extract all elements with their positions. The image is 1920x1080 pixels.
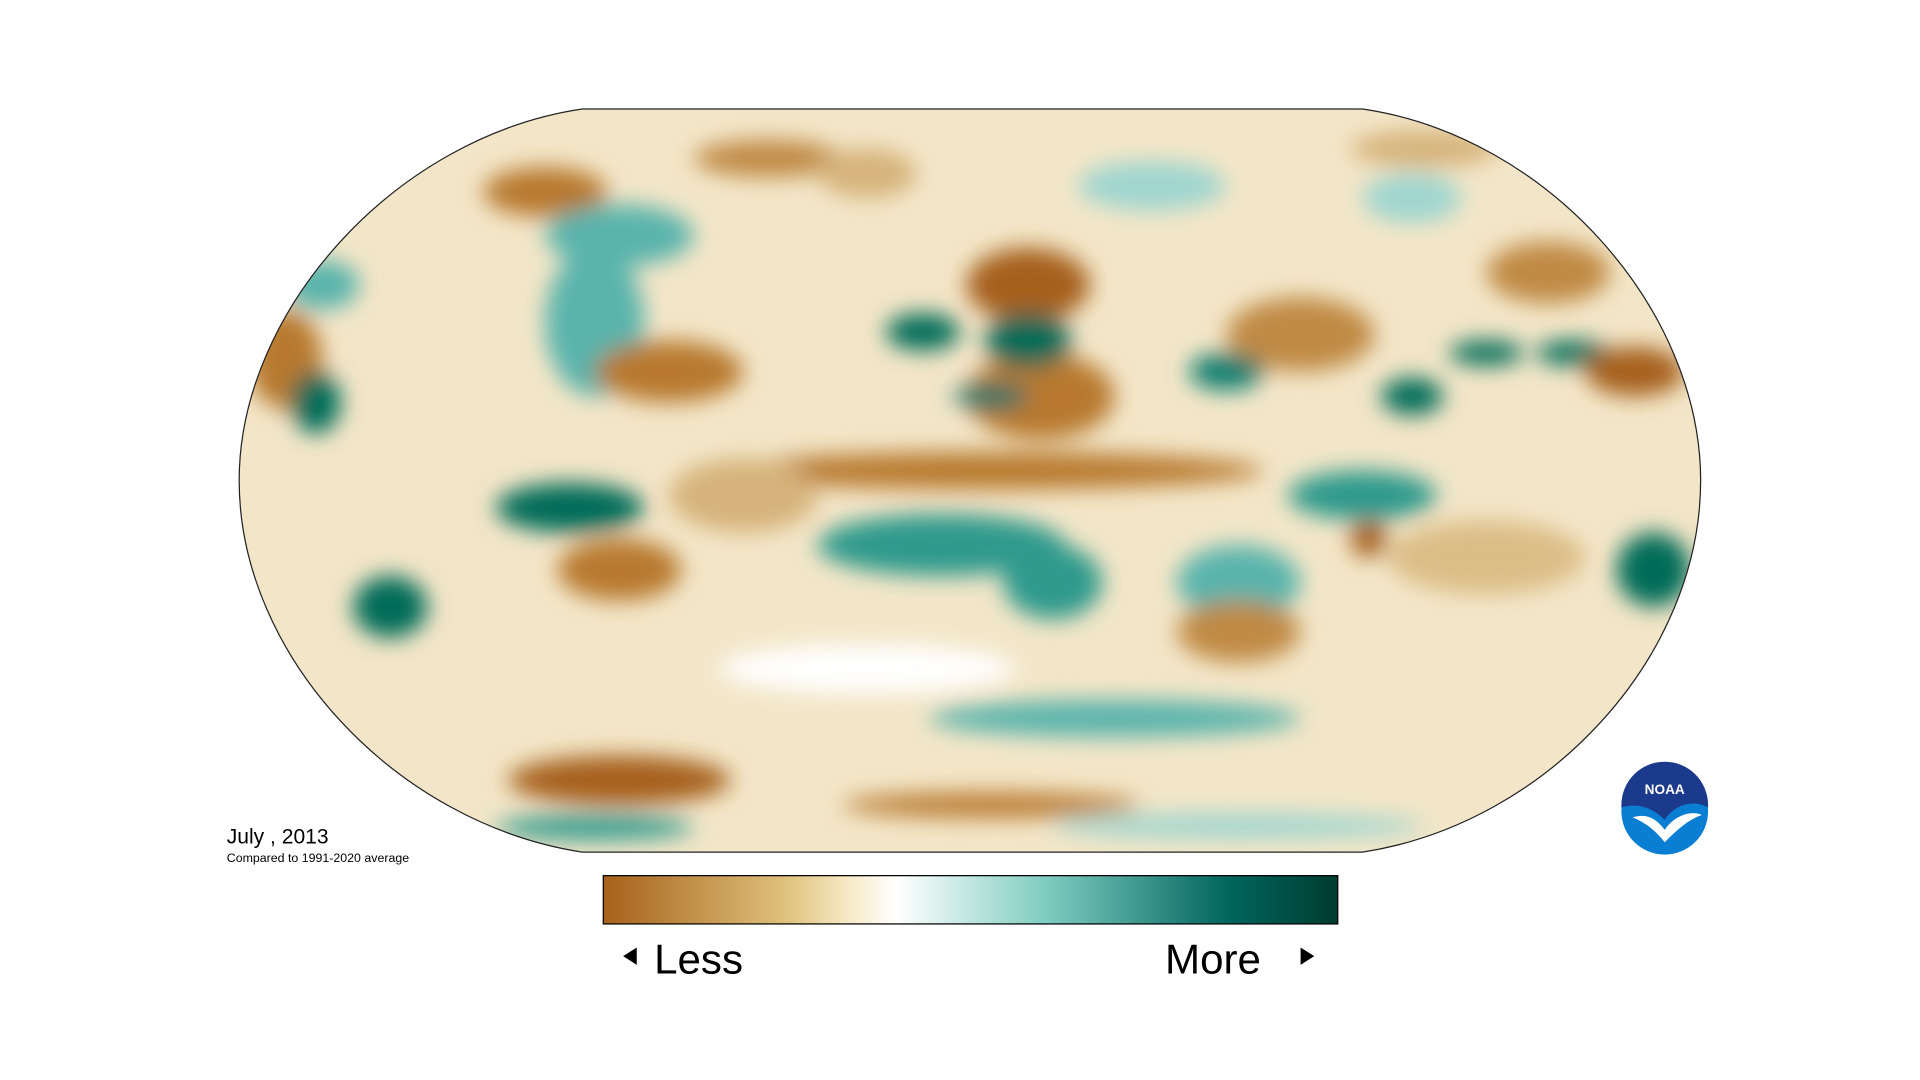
legend-low: Less <box>654 935 743 982</box>
arrow-right <box>1300 947 1315 965</box>
map-outline <box>238 108 1702 853</box>
map-date: July , 2013 <box>227 825 329 848</box>
logo-text: NOAA <box>1645 782 1685 797</box>
arrow-left <box>623 947 637 965</box>
anomaly-map <box>239 108 1701 853</box>
noaa-logo: NOAA <box>1621 761 1709 855</box>
color-scale <box>602 875 1339 925</box>
map-subtitle: Compared to 1991-2020 average <box>227 851 409 865</box>
legend-high: More <box>1165 935 1261 982</box>
